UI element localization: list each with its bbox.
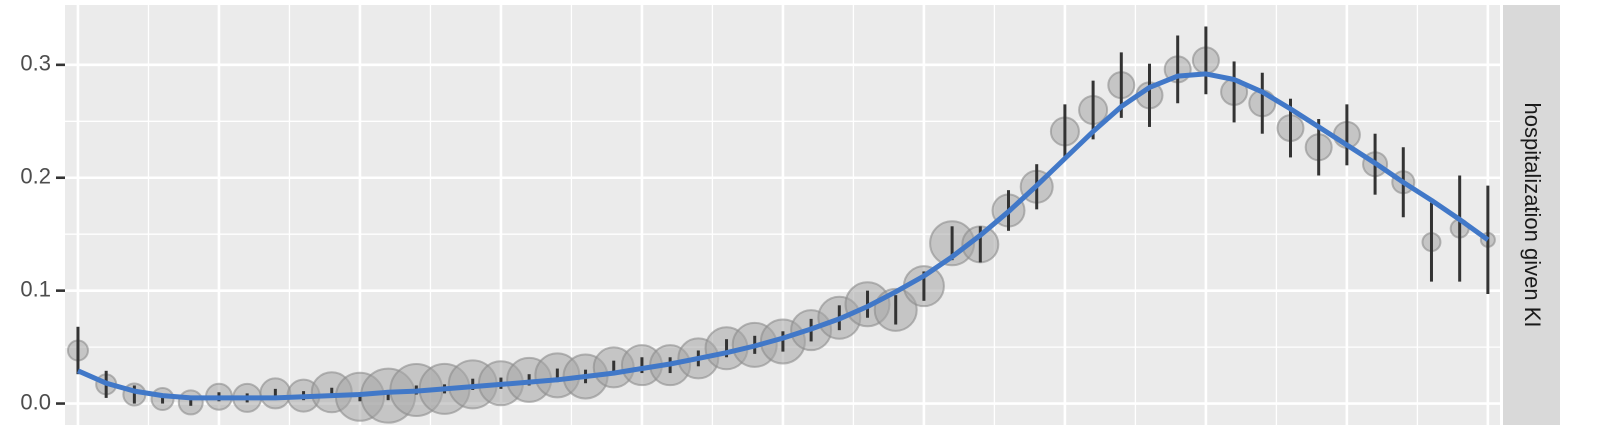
smooth-line — [76, 71, 1490, 401]
y-tick-label: 0.2 — [20, 164, 51, 189]
facet-label: hospitalization given KI — [1520, 102, 1545, 327]
y-tick-label: 0.0 — [20, 389, 51, 414]
facet-strip — [1503, 5, 1560, 425]
y-tick-label: 0.3 — [20, 51, 51, 76]
y-tick-label: 0.1 — [20, 276, 51, 301]
